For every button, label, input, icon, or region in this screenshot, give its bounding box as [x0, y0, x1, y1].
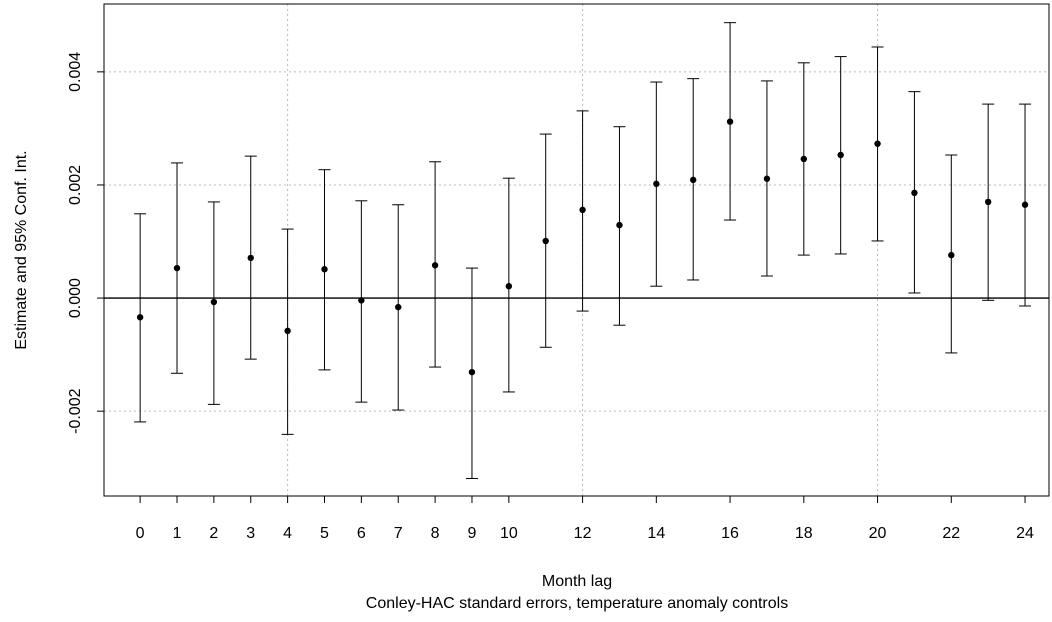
y-tick-label: 0.004 — [67, 52, 84, 92]
point — [763, 175, 771, 182]
x-tick-label: 4 — [283, 525, 292, 542]
point — [395, 303, 402, 311]
x-tick-label: 16 — [721, 525, 739, 542]
x-tick-label: 2 — [209, 525, 218, 542]
x-tick-label: 12 — [574, 525, 592, 542]
point — [173, 264, 181, 272]
y-tick-label: 0.000 — [67, 278, 84, 318]
point — [210, 298, 218, 306]
y-axis-label: Estimate and 95% Conf. Int. — [13, 150, 30, 349]
point — [800, 155, 808, 163]
point — [284, 327, 291, 335]
point — [911, 189, 918, 197]
point — [1021, 201, 1029, 208]
x-tick-label: 3 — [246, 525, 255, 542]
point — [689, 176, 697, 184]
y-tick-label: -0.002 — [67, 388, 84, 433]
x-tick-label: 9 — [468, 525, 477, 542]
x-tick-label: 1 — [173, 525, 182, 542]
y-tick-label: 0.002 — [67, 165, 84, 205]
point — [616, 221, 623, 229]
point — [542, 237, 549, 245]
point — [653, 180, 660, 188]
plot-frame — [103, 3, 1050, 497]
point — [505, 282, 513, 290]
point — [874, 140, 881, 147]
subtitle: Conley-HAC standard errors, temperature … — [366, 595, 788, 612]
point — [321, 266, 328, 273]
x-tick-label: 0 — [136, 525, 145, 542]
point — [837, 151, 844, 159]
point — [247, 254, 254, 262]
point — [468, 368, 476, 376]
point — [579, 206, 586, 214]
x-tick-label: 14 — [647, 525, 665, 542]
x-tick-label: 10 — [500, 525, 518, 542]
x-tick-label: 18 — [795, 525, 813, 542]
x-tick-label: 5 — [320, 525, 329, 542]
x-tick-label: 8 — [431, 525, 440, 542]
point — [726, 118, 734, 125]
x-tick-label: 22 — [942, 525, 960, 542]
point — [358, 297, 365, 304]
point — [431, 262, 439, 269]
x-tick-label: 7 — [394, 525, 403, 542]
point — [984, 198, 992, 206]
x-tick-label: 20 — [869, 525, 887, 542]
point — [948, 251, 955, 259]
x-tick-label: 6 — [357, 525, 366, 542]
point — [136, 314, 144, 321]
x-tick-label: 24 — [1016, 525, 1034, 542]
x-axis-label: Month lag — [542, 573, 612, 590]
